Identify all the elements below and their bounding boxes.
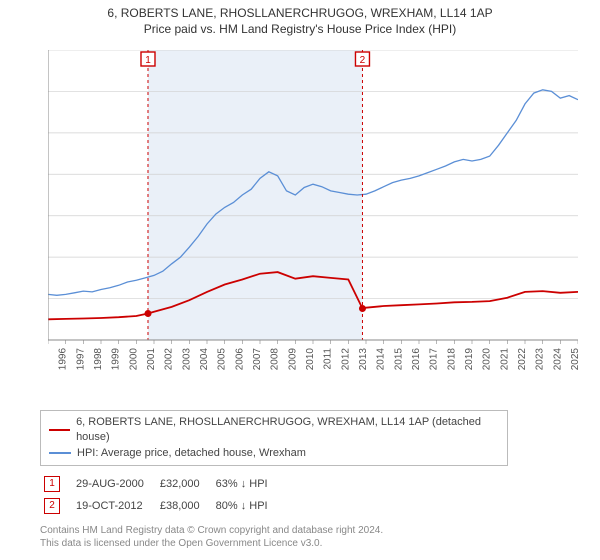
svg-text:2002: 2002 [164,348,175,371]
svg-text:2007: 2007 [252,348,263,371]
svg-text:1: 1 [145,55,151,66]
chart-plot: £0£50K£100K£150K£200K£250K£300K£350K1995… [48,50,578,400]
svg-text:2020: 2020 [482,348,493,371]
svg-text:1998: 1998 [93,348,104,371]
svg-text:2017: 2017 [429,348,440,371]
svg-text:2011: 2011 [323,348,334,370]
svg-text:2013: 2013 [358,348,369,371]
legend-item: 6, ROBERTS LANE, RHOSLLANERCHRUGOG, WREX… [49,415,499,446]
legend-swatch [49,452,71,454]
svg-text:2008: 2008 [270,348,281,371]
event-date: 29-AUG-2000 [74,474,156,494]
event-number-box: 2 [44,498,60,514]
svg-text:1997: 1997 [75,348,86,371]
svg-text:2006: 2006 [234,348,245,371]
svg-text:2021: 2021 [499,348,510,371]
event-row: 1 29-AUG-2000£32,00063% ↓ HPI [42,474,280,494]
svg-text:2004: 2004 [199,348,210,371]
svg-text:2019: 2019 [464,348,475,371]
svg-text:2009: 2009 [287,348,298,371]
svg-text:2010: 2010 [305,348,316,371]
event-date: 19-OCT-2012 [74,496,156,516]
svg-text:2025: 2025 [570,348,578,371]
legend-label: HPI: Average price, detached house, Wrex… [77,446,306,461]
attribution-line1: Contains HM Land Registry data © Crown c… [40,524,580,537]
svg-text:2024: 2024 [552,348,563,371]
svg-text:2000: 2000 [128,348,139,371]
chart-title-address: 6, ROBERTS LANE, RHOSLLANERCHRUGOG, WREX… [0,6,600,20]
chart-title-block: 6, ROBERTS LANE, RHOSLLANERCHRUGOG, WREX… [0,0,600,36]
legend-swatch [49,429,70,431]
svg-text:2018: 2018 [446,348,457,371]
attribution-line2: This data is licensed under the Open Gov… [40,537,580,550]
event-row: 2 19-OCT-2012£38,00080% ↓ HPI [42,496,280,516]
event-price: £32,000 [158,474,212,494]
svg-text:2: 2 [360,55,366,66]
svg-text:1995: 1995 [48,348,51,371]
legend-box: 6, ROBERTS LANE, RHOSLLANERCHRUGOG, WREX… [40,410,508,466]
svg-text:2001: 2001 [146,348,157,371]
chart-container: { "titles": { "line1": "6, ROBERTS LANE,… [0,0,600,560]
event-price: £38,000 [158,496,212,516]
svg-text:2014: 2014 [376,348,387,371]
svg-text:2003: 2003 [181,348,192,371]
chart-subtitle: Price paid vs. HM Land Registry's House … [0,20,600,36]
svg-text:1996: 1996 [58,348,69,371]
svg-text:1999: 1999 [111,348,122,371]
svg-text:2023: 2023 [535,348,546,371]
svg-text:2005: 2005 [217,348,228,371]
events-table: 1 29-AUG-2000£32,00063% ↓ HPI 2 19-OCT-2012… [40,472,282,518]
event-number-box: 1 [44,476,60,492]
legend-label: 6, ROBERTS LANE, RHOSLLANERCHRUGOG, WREX… [76,415,499,446]
svg-text:2015: 2015 [393,348,404,371]
legend-item: HPI: Average price, detached house, Wrex… [49,446,499,461]
svg-text:2012: 2012 [340,348,351,371]
event-delta: 63% ↓ HPI [214,474,280,494]
event-delta: 80% ↓ HPI [214,496,280,516]
svg-text:2016: 2016 [411,348,422,371]
svg-text:2022: 2022 [517,348,528,371]
chart-footer: 6, ROBERTS LANE, RHOSLLANERCHRUGOG, WREX… [40,410,580,550]
attribution-text: Contains HM Land Registry data © Crown c… [40,524,580,550]
